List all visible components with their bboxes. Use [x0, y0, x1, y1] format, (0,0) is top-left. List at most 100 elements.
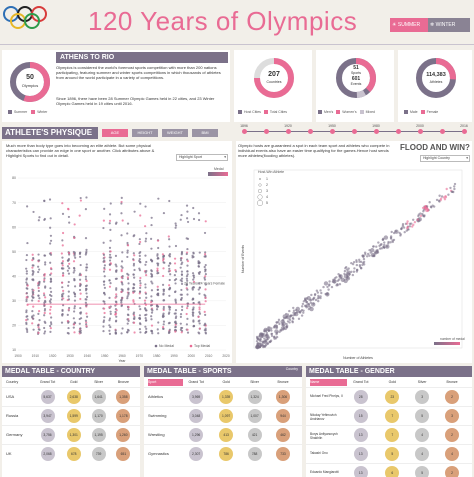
country-point[interactable]: [262, 345, 266, 348]
country-point[interactable]: [412, 223, 415, 227]
athlete-dot[interactable]: [161, 283, 165, 286]
country-point[interactable]: [259, 339, 262, 343]
athlete-dot[interactable]: [121, 219, 124, 222]
athlete-dot[interactable]: [25, 318, 28, 322]
athlete-dot[interactable]: [43, 280, 46, 283]
athlete-dot[interactable]: [185, 277, 188, 280]
country-point[interactable]: [256, 345, 260, 349]
athlete-dot[interactable]: [85, 324, 88, 328]
athlete-dot[interactable]: [103, 264, 106, 267]
athlete-dot[interactable]: [38, 216, 41, 219]
athlete-dot[interactable]: [102, 319, 106, 322]
athlete-dot[interactable]: [26, 284, 29, 287]
timeline-dot[interactable]: [396, 129, 401, 134]
country-point[interactable]: [300, 305, 304, 308]
athlete-dot[interactable]: [120, 290, 123, 293]
athlete-dot[interactable]: [144, 319, 148, 322]
athlete-dot[interactable]: [156, 305, 160, 308]
athlete-dot[interactable]: [108, 324, 111, 327]
country-point[interactable]: [278, 322, 281, 326]
athlete-dot[interactable]: [197, 261, 200, 265]
athlete-dot[interactable]: [186, 279, 189, 282]
country-point[interactable]: [267, 326, 270, 329]
country-point[interactable]: [303, 304, 307, 307]
athlete-dot[interactable]: [204, 251, 207, 254]
athlete-dot[interactable]: [198, 322, 201, 325]
athlete-dot[interactable]: [121, 327, 124, 330]
country-point[interactable]: [385, 245, 389, 248]
athlete-dot[interactable]: [138, 267, 141, 270]
country-point[interactable]: [288, 309, 291, 313]
athlete-dot[interactable]: [138, 305, 141, 308]
athlete-dot[interactable]: [67, 290, 70, 293]
country-point[interactable]: [292, 314, 295, 317]
athlete-dot[interactable]: [115, 315, 118, 318]
athlete-dot[interactable]: [186, 260, 190, 263]
country-point[interactable]: [317, 296, 320, 299]
athlete-dot[interactable]: [162, 307, 165, 310]
athlete-dot[interactable]: [126, 232, 129, 235]
athlete-dot[interactable]: [144, 309, 148, 312]
athlete-dot[interactable]: [37, 289, 40, 293]
athlete-dot[interactable]: [162, 290, 165, 293]
country-point[interactable]: [263, 334, 266, 337]
athlete-dot[interactable]: [191, 313, 194, 316]
country-point[interactable]: [383, 243, 386, 247]
country-point[interactable]: [291, 320, 294, 323]
country-point[interactable]: [328, 283, 331, 286]
athlete-dot[interactable]: [114, 277, 118, 281]
athlete-dot[interactable]: [109, 310, 112, 313]
athlete-dot[interactable]: [108, 317, 112, 320]
table-row[interactable]: Wrestling 1,296 413 421 462: [144, 425, 302, 443]
country-point[interactable]: [435, 198, 439, 202]
athlete-dot[interactable]: [174, 330, 177, 333]
athlete-dot[interactable]: [126, 295, 129, 298]
athlete-dot[interactable]: [185, 312, 188, 316]
athlete-dot[interactable]: [115, 288, 118, 291]
athlete-dot[interactable]: [133, 290, 136, 293]
athlete-dot[interactable]: [73, 236, 76, 240]
athlete-dot[interactable]: [25, 321, 28, 324]
athlete-dot[interactable]: [168, 255, 172, 258]
athlete-dot[interactable]: [108, 246, 112, 249]
athlete-dot[interactable]: [42, 292, 46, 295]
country-point[interactable]: [421, 212, 424, 216]
athlete-dot[interactable]: [37, 265, 40, 268]
athlete-dot[interactable]: [139, 331, 142, 334]
athlete-dot[interactable]: [186, 217, 189, 220]
athlete-dot[interactable]: [144, 254, 147, 257]
athlete-dot[interactable]: [197, 218, 201, 222]
athlete-dot[interactable]: [150, 330, 154, 333]
athlete-dot[interactable]: [174, 301, 178, 304]
athlete-dot[interactable]: [145, 330, 148, 333]
athlete-dot[interactable]: [72, 271, 75, 274]
athlete-dot[interactable]: [79, 292, 82, 295]
athlete-dot[interactable]: [73, 223, 76, 226]
country-point[interactable]: [428, 201, 431, 204]
athlete-dot[interactable]: [43, 274, 46, 277]
athlete-dot[interactable]: [38, 259, 41, 262]
athlete-dot[interactable]: [180, 270, 184, 273]
country-point[interactable]: [322, 285, 325, 289]
country-point[interactable]: [352, 270, 356, 273]
athlete-dot[interactable]: [126, 318, 129, 321]
athlete-dot[interactable]: [44, 286, 47, 289]
athlete-dot[interactable]: [25, 292, 28, 295]
athlete-dot[interactable]: [179, 322, 182, 325]
summer-toggle[interactable]: ☀ SUMMER: [390, 18, 428, 32]
athlete-dot[interactable]: [61, 294, 64, 298]
athlete-dot[interactable]: [73, 251, 76, 254]
country-point[interactable]: [333, 277, 337, 280]
athlete-dot[interactable]: [114, 254, 118, 257]
athlete-dot[interactable]: [61, 231, 65, 235]
timeline-dot[interactable]: [330, 129, 335, 134]
athlete-dot[interactable]: [74, 256, 77, 259]
athlete-dot[interactable]: [143, 299, 147, 302]
athlete-dot[interactable]: [72, 317, 75, 320]
column-header[interactable]: Grand Tot: [353, 380, 369, 384]
athlete-dot[interactable]: [25, 298, 28, 301]
country-point[interactable]: [309, 306, 314, 312]
athlete-dot[interactable]: [73, 295, 77, 298]
athlete-dot[interactable]: [192, 280, 196, 283]
athlete-dot[interactable]: [120, 332, 123, 335]
